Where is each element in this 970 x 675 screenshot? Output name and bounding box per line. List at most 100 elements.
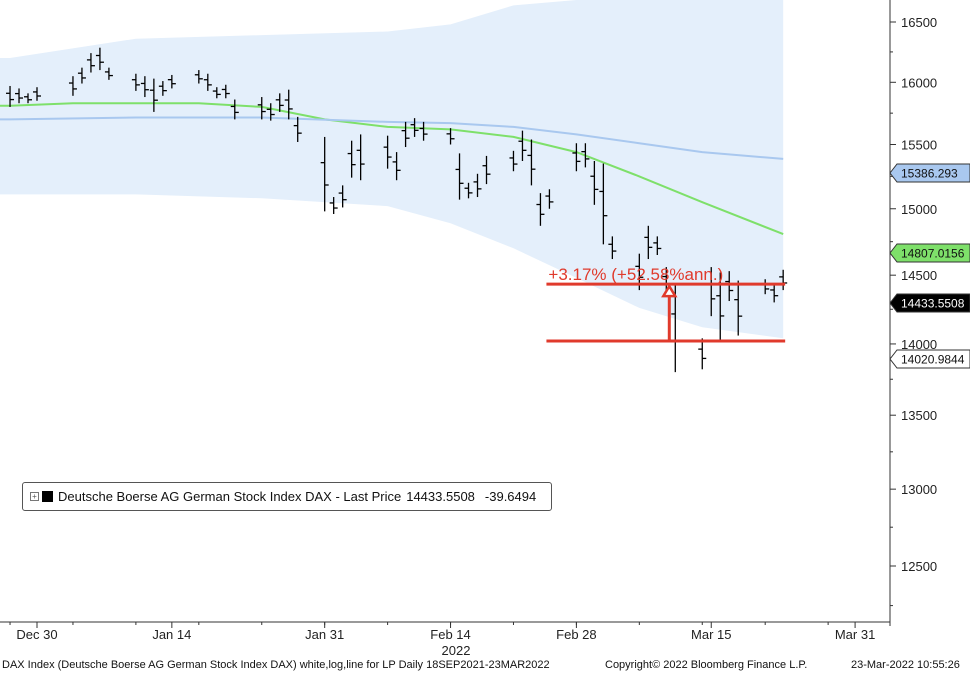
- ohlc-bar: [33, 87, 41, 101]
- x-tick-label: Jan 14: [152, 627, 191, 642]
- x-year-label: 2022: [442, 643, 471, 658]
- legend-series-name: Deutsche Boerse AG German Stock Index DA…: [58, 489, 402, 504]
- x-tick-label: Jan 31: [305, 627, 344, 642]
- ohlc-bar: [644, 225, 653, 260]
- price-tag: 14433.5508: [889, 293, 970, 313]
- ohlc-bar: [149, 78, 158, 112]
- ohlc-bar: [725, 271, 734, 302]
- ohlc-bar: [734, 280, 743, 336]
- price-tag: 15386.293: [889, 163, 970, 183]
- range-annotation: +3.17% (+52.58%ann.): [546, 265, 786, 343]
- legend-last-price: 14433.5508: [406, 489, 475, 504]
- ohlc-bar: [266, 103, 275, 121]
- x-tick-label: Mar 31: [835, 627, 875, 642]
- ohlc-bar: [545, 189, 554, 209]
- ohlc-bar: [653, 236, 662, 256]
- y-tick-label: 13500: [901, 408, 937, 423]
- legend[interactable]: + Deutsche Boerse AG German Stock Index …: [22, 482, 552, 511]
- price-tag: 14807.0156: [889, 243, 970, 263]
- y-tick-label: 13000: [901, 482, 937, 497]
- ohlc-bar: [455, 153, 464, 200]
- ohlc-bar: [230, 99, 239, 120]
- price-tags: 15386.293 14807.0156 14433.5508 14020.9844: [889, 163, 970, 369]
- y-tick-label: 12500: [901, 559, 937, 574]
- ohlc-bar: [203, 73, 212, 91]
- ohlc-bar: [86, 53, 95, 73]
- ohlc-bar: [527, 139, 536, 186]
- ohlc-bar: [140, 76, 149, 98]
- ohlc-bar: [6, 85, 15, 107]
- axes: 12500 13000 13500 14000 14500 15000 15500 16000…: [0, 0, 937, 658]
- price-tag-label: 15386.293: [901, 167, 958, 181]
- ohlc-bar: [257, 97, 266, 120]
- ohlc-bar: [221, 84, 230, 99]
- moving-average-lines: [0, 102, 784, 236]
- ohlc-bar: [401, 121, 410, 148]
- ohlc-bar: [68, 76, 77, 96]
- y-tick-label: 16500: [901, 15, 937, 30]
- price-tag-box: [889, 243, 970, 263]
- annotation-label: +3.17% (+52.58%ann.): [548, 265, 723, 284]
- ohlc-bar: [518, 130, 527, 162]
- annotation-arrow-head: [661, 283, 678, 298]
- x-tick-label: Feb 28: [556, 627, 596, 642]
- ohlc-bar: [95, 47, 104, 71]
- x-tick-label: Mar 15: [691, 627, 731, 642]
- ohlc-bar: [356, 134, 365, 181]
- ohlc-bar: [770, 283, 779, 303]
- ohlc-bar: [392, 152, 401, 181]
- y-tick-label: 15000: [901, 202, 937, 217]
- price-tag-box: [889, 349, 970, 369]
- series-line-0: [0, 102, 784, 236]
- ohlc-bar: [464, 182, 473, 199]
- price-tag-box: [889, 163, 970, 183]
- ohlc-bar: [410, 118, 419, 137]
- ohlc-bar: [509, 150, 518, 172]
- ohlc-bar: [284, 89, 293, 120]
- price-tag-label: 14807.0156: [901, 247, 965, 261]
- ohlc-bar: [446, 128, 455, 145]
- series-line-1: [0, 116, 784, 160]
- x-tick-label: Dec 30: [16, 627, 57, 642]
- band-area: [0, 0, 784, 339]
- expand-icon[interactable]: +: [30, 492, 39, 501]
- ohlc-bar: [104, 67, 113, 80]
- price-tag-label: 14433.5508: [901, 297, 965, 311]
- ohlc-bar: [482, 155, 491, 185]
- envelope-band: [0, 0, 784, 339]
- footer-description: DAX Index (Deutsche Boerse AG German Sto…: [2, 659, 550, 671]
- y-tick-label: 14000: [901, 337, 937, 352]
- y-tick-label: 14500: [901, 268, 937, 283]
- ohlc-bar: [24, 93, 33, 104]
- series-swatch: [42, 491, 53, 502]
- y-tick-label: 15500: [901, 138, 937, 153]
- ohlc-bar: [347, 140, 356, 178]
- ohlc-bar: [419, 121, 428, 141]
- x-tick-label: Feb 14: [430, 627, 470, 642]
- ohlc-bar: [536, 193, 545, 226]
- ohlc-bar: [590, 161, 599, 205]
- ohlc-bar: [167, 74, 176, 89]
- ohlc-bar: [599, 163, 608, 245]
- ohlc-bar: [473, 173, 482, 198]
- ohlc-bar: [698, 338, 707, 370]
- ohlc-bar: [581, 143, 590, 168]
- ohlc-bar: [131, 73, 140, 91]
- ohlc-bar: [15, 88, 24, 104]
- ohlc-bar: [275, 93, 284, 112]
- ohlc-bar: [383, 135, 392, 169]
- y-tick-label: 16000: [901, 75, 937, 90]
- price-tag-box: [889, 293, 970, 313]
- ohlc-bar: [572, 143, 581, 172]
- ohlc-bar: [194, 70, 203, 84]
- legend-change: -39.6494: [484, 489, 537, 504]
- price-tag-label: 14020.9844: [901, 353, 965, 367]
- price-tag: 14020.9844: [889, 349, 970, 369]
- ohlc-bar: [329, 197, 338, 214]
- ohlc-bar: [338, 185, 347, 208]
- ohlc-bar: [212, 87, 221, 99]
- ohlc-bar: [293, 116, 302, 142]
- ohlc-bar: [320, 136, 329, 212]
- ohlc-bar: [77, 67, 86, 84]
